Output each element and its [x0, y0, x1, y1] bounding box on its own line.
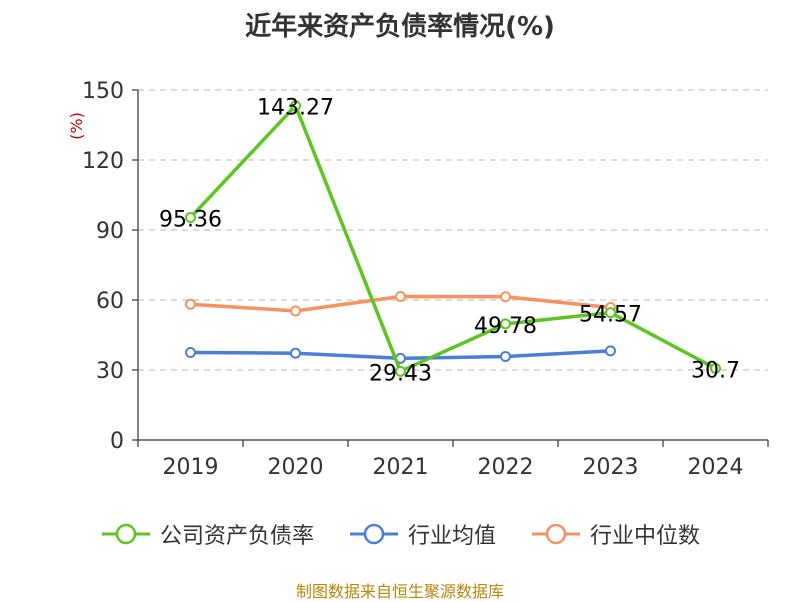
data-label: 143.27	[257, 96, 334, 121]
grid-lines	[138, 89, 768, 371]
legend-item-industry-median[interactable]: 行业中位数	[530, 518, 700, 550]
legend-line-marker-icon	[530, 523, 582, 545]
data-label: 95.36	[159, 207, 222, 232]
x-tick-label: 2019	[163, 455, 219, 480]
industry-median-series-point[interactable]	[290, 305, 301, 317]
company-series-point[interactable]	[395, 365, 406, 377]
data-label: 49.78	[474, 314, 537, 339]
company-series-point[interactable]	[605, 307, 616, 319]
company-series-point[interactable]	[185, 211, 196, 223]
y-tick-label: 150	[82, 79, 124, 104]
legend-label: 行业中位数	[590, 524, 701, 549]
industry-median-series-point[interactable]	[185, 298, 196, 310]
company-series-point[interactable]	[710, 362, 721, 374]
y-tick-label: 90	[96, 219, 124, 244]
industry-average-series-point[interactable]	[185, 347, 196, 358]
company-series-line	[189, 103, 717, 374]
chart-title: 近年来资产负债率情况(%)	[245, 12, 555, 42]
data-label: 54.57	[579, 303, 642, 328]
industry-average-series-point[interactable]	[500, 350, 511, 362]
legend-line-marker-icon	[100, 523, 152, 545]
data-labels: 95.36 143.27 29.43 49.78 54.57 30.7	[159, 96, 740, 387]
y-tick-label: 120	[82, 149, 124, 174]
data-label: 30.7	[691, 358, 740, 383]
legend-line-marker-icon	[348, 523, 400, 545]
y-tick-label: 0	[110, 429, 124, 454]
x-tick-label: 2022	[478, 455, 534, 480]
industry-average-series-point[interactable]	[605, 345, 616, 357]
x-tick-label: 2023	[583, 455, 639, 480]
company-series-point[interactable]	[290, 100, 301, 112]
legend-item-industry-average[interactable]: 行业均值	[348, 518, 496, 550]
legend-label: 行业均值	[407, 524, 496, 549]
industry-median-series-point[interactable]	[500, 291, 511, 303]
x-tick-label: 2020	[268, 455, 324, 480]
x-tick-label: 2024	[688, 455, 744, 480]
series-layer	[185, 100, 721, 377]
industry-average-series-point[interactable]	[290, 347, 301, 359]
y-axis-label: (%)	[67, 112, 86, 140]
industry-median-series-point[interactable]	[395, 291, 406, 302]
x-tick-label: 2021	[373, 455, 429, 480]
company-series-point[interactable]	[500, 318, 511, 330]
y-tick-label: 60	[96, 289, 124, 314]
legend-label: 公司资产负债率	[159, 524, 314, 549]
data-label: 29.43	[369, 361, 432, 386]
legend-item-company[interactable]: 公司资产负债率	[100, 518, 314, 550]
source-note: 制图数据来自恒生聚源数据库	[295, 582, 504, 601]
y-tick-label: 30	[96, 359, 124, 384]
legend: 公司资产负债率 行业均值 行业中位数	[0, 518, 800, 550]
axes: 0 30 60 90 120 150 2019 2020 2021 2022 2023 2024	[82, 79, 769, 480]
